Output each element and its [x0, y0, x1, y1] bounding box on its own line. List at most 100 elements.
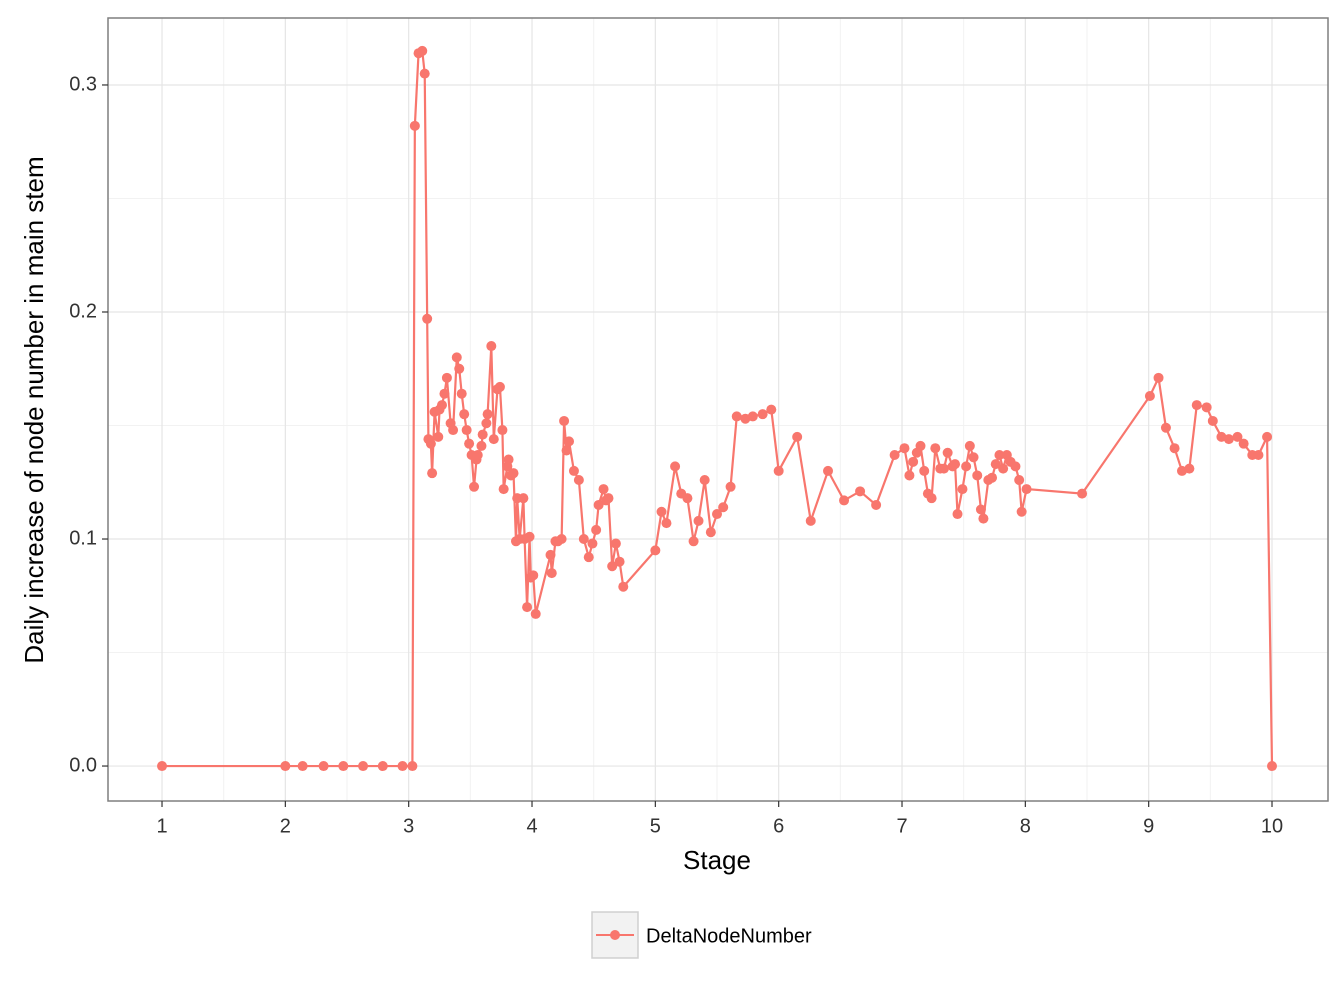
data-point [919, 465, 930, 476]
data-point [409, 120, 420, 131]
data-point [556, 534, 567, 545]
data-point [377, 761, 388, 772]
data-point [1223, 434, 1234, 445]
data-point [871, 499, 882, 510]
data-point [578, 534, 589, 545]
data-point [568, 465, 579, 476]
data-point [461, 425, 472, 436]
data-point [712, 509, 723, 520]
x-tick-label: 1 [156, 815, 167, 837]
data-point [618, 581, 629, 592]
data-point [908, 456, 919, 467]
data-point [1169, 443, 1180, 454]
data-point [1253, 450, 1264, 461]
data-point [476, 440, 487, 451]
y-tick-label: 0.1 [69, 527, 97, 549]
data-point [731, 411, 742, 422]
grid [108, 18, 1328, 801]
data-point [338, 761, 349, 772]
marks [157, 45, 1278, 772]
data-point [481, 418, 492, 429]
data-point [773, 465, 784, 476]
data-point [978, 513, 989, 524]
data-point [656, 506, 667, 517]
data-point [448, 425, 459, 436]
data-point [488, 434, 499, 445]
y-tick-label: 0.2 [69, 300, 97, 322]
data-point [610, 538, 621, 549]
data-point [699, 474, 710, 485]
data-point [459, 409, 470, 420]
data-point [1191, 400, 1202, 411]
y-tick-label: 0.0 [69, 754, 97, 776]
data-point [498, 484, 509, 495]
data-point [1262, 431, 1273, 442]
data-point [915, 440, 926, 451]
data-point [998, 463, 1009, 474]
data-point [497, 425, 508, 436]
data-point [436, 400, 447, 411]
data-point [591, 524, 602, 535]
x-tick-label: 3 [403, 815, 414, 837]
data-point [682, 493, 693, 504]
data-point [518, 493, 529, 504]
data-point [930, 443, 941, 454]
data-point [528, 570, 539, 581]
data-point [938, 463, 949, 474]
y-tick-label: 0.3 [69, 73, 97, 95]
data-point [607, 561, 618, 572]
data-point [425, 438, 436, 449]
data-point [1077, 488, 1088, 499]
data-point [454, 363, 465, 374]
data-point [508, 468, 519, 479]
data-point [904, 470, 915, 481]
data-point [422, 313, 433, 324]
x-tick-label: 5 [650, 815, 661, 837]
data-point [603, 493, 614, 504]
data-point [593, 499, 604, 510]
data-point [889, 450, 900, 461]
data-point [614, 556, 625, 567]
data-point [1010, 461, 1021, 472]
data-point [522, 602, 533, 613]
data-point [477, 429, 488, 440]
data-point [1016, 506, 1027, 517]
data-point [486, 341, 497, 352]
data-point [494, 381, 505, 392]
data-point [1160, 422, 1171, 433]
data-point [318, 761, 329, 772]
data-point [899, 443, 910, 454]
data-point [545, 549, 556, 560]
data-point [472, 450, 483, 461]
data-point [968, 452, 979, 463]
data-point [957, 484, 968, 495]
data-point [587, 538, 598, 549]
data-point [987, 472, 998, 483]
data-point [583, 552, 594, 563]
data-point [1153, 372, 1164, 383]
y-axis-title: Daily increase of node number in main st… [19, 156, 49, 663]
x-tick-label: 2 [280, 815, 291, 837]
data-point [964, 440, 975, 451]
data-point [1232, 431, 1243, 442]
data-point [805, 515, 816, 526]
data-point [433, 431, 444, 442]
x-tick-label: 6 [773, 815, 784, 837]
data-point [926, 493, 937, 504]
x-tick-label: 4 [526, 815, 537, 837]
data-point [297, 761, 308, 772]
data-point [427, 468, 438, 479]
data-point [990, 459, 1001, 470]
data-point [855, 486, 866, 497]
data-point [718, 502, 729, 513]
data-point [419, 68, 430, 79]
data-point [598, 484, 609, 495]
data-point [823, 465, 834, 476]
data-point [1021, 484, 1032, 495]
data-point [693, 515, 704, 526]
data-point [407, 761, 418, 772]
data-point [561, 445, 572, 456]
